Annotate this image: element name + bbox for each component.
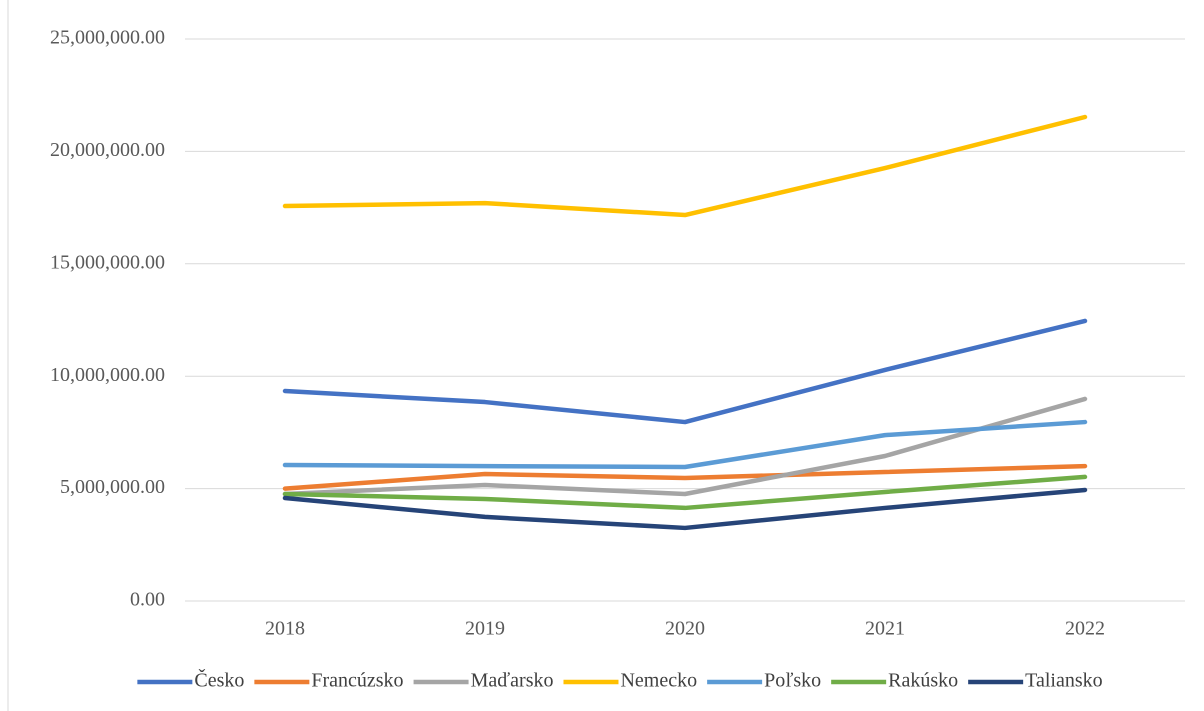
- y-tick-label: 0.00: [130, 589, 165, 611]
- legend-label: Rakúsko: [888, 670, 958, 692]
- legend-label: Česko: [194, 668, 244, 692]
- y-tick-label: 10,000,000.00: [50, 364, 165, 386]
- x-tick-label: 2020: [665, 618, 705, 640]
- legend-label: Taliansko: [1025, 670, 1102, 692]
- legend-label: Francúzsko: [311, 670, 403, 692]
- y-tick-label: 5,000,000.00: [60, 476, 165, 498]
- y-tick-label: 20,000,000.00: [50, 139, 165, 161]
- x-tick-label: 2021: [865, 618, 905, 640]
- series-line: [282, 474, 1088, 511]
- x-tick-label: 2022: [1065, 618, 1105, 640]
- series-line: [282, 114, 1088, 218]
- x-tick-label: 2018: [265, 618, 305, 640]
- legend-label: Poľsko: [764, 670, 821, 692]
- series-line: [282, 463, 1088, 491]
- x-tick-label: 2019: [465, 618, 505, 640]
- series-line: [282, 419, 1088, 470]
- y-tick-label: 15,000,000.00: [50, 251, 165, 273]
- legend-label: Maďarsko: [471, 670, 554, 692]
- legend: Česko Francúzsko Maďarsko Nemecko Poľsko Rakú…: [137, 668, 1103, 692]
- legend-label: Nemecko: [620, 670, 697, 692]
- series-line: [282, 487, 1088, 531]
- y-tick-label: 25,000,000.00: [50, 27, 165, 49]
- series-line: [282, 396, 1088, 497]
- series-line: [282, 318, 1088, 425]
